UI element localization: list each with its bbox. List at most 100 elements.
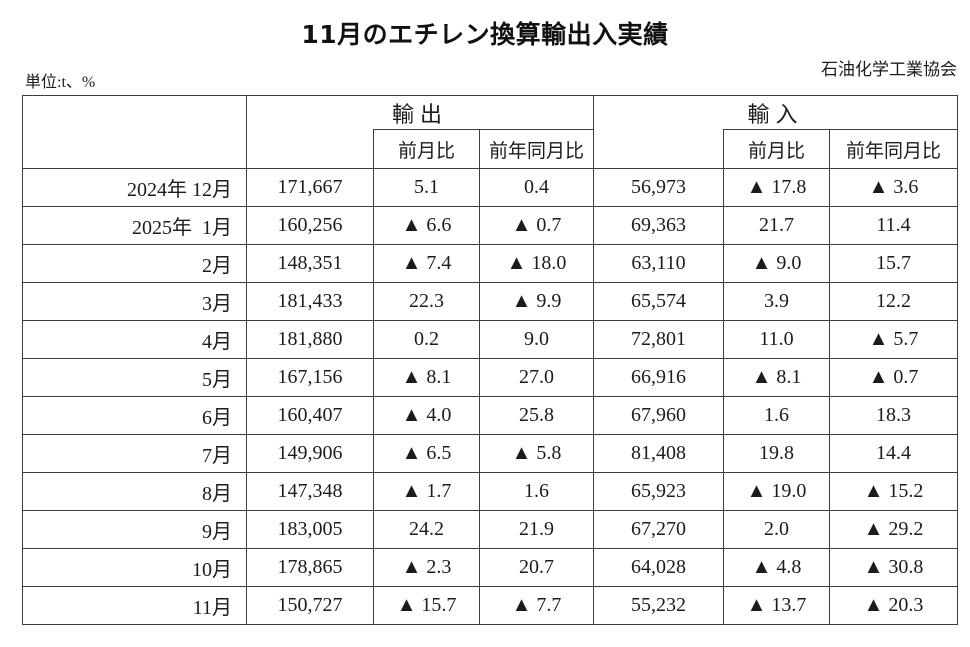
export-mom: 5.1 <box>373 168 480 207</box>
table-row: 4月 181,880 0.2 9.0 72,801 11.0 ▲ 5.7 <box>22 320 958 359</box>
export-mom: ▲ 8.1 <box>373 358 480 397</box>
import-yoy-header: 前年同月比 <box>829 129 958 169</box>
export-mom: 24.2 <box>373 510 480 549</box>
export-mom: ▲ 6.6 <box>373 206 480 245</box>
month-label: 2月 <box>22 244 247 283</box>
export-value: 167,156 <box>246 358 374 397</box>
month-label: 2025年 1月 <box>22 206 247 245</box>
export-value: 149,906 <box>246 434 374 473</box>
table-row: 7月 149,906 ▲ 6.5 ▲ 5.8 81,408 19.8 14.4 <box>22 434 958 473</box>
import-mom: ▲ 13.7 <box>723 586 830 625</box>
month-label: 6月 <box>22 396 247 435</box>
export-value: 181,880 <box>246 320 374 359</box>
import-yoy: 14.4 <box>829 434 958 473</box>
export-mom: ▲ 7.4 <box>373 244 480 283</box>
table-row: 3月 181,433 22.3 ▲ 9.9 65,574 3.9 12.2 <box>22 282 958 321</box>
import-mom: 1.6 <box>723 396 830 435</box>
month-label: 7月 <box>22 434 247 473</box>
import-value: 67,270 <box>593 510 724 549</box>
import-value: 63,110 <box>593 244 724 283</box>
table-row: 9月 183,005 24.2 21.9 67,270 2.0 ▲ 29.2 <box>22 510 958 549</box>
import-mom: 11.0 <box>723 320 830 359</box>
import-value: 66,916 <box>593 358 724 397</box>
import-mom: ▲ 19.0 <box>723 472 830 511</box>
export-yoy: 9.0 <box>479 320 594 359</box>
page-title: 11月のエチレン換算輸出入実績 <box>301 20 669 49</box>
import-mom: ▲ 8.1 <box>723 358 830 397</box>
table-row: 8月 147,348 ▲ 1.7 1.6 65,923 ▲ 19.0 ▲ 15.… <box>22 472 958 511</box>
export-yoy: 25.8 <box>479 396 594 435</box>
import-mom: 21.7 <box>723 206 830 245</box>
export-mom: ▲ 6.5 <box>373 434 480 473</box>
table-row: 2月 148,351 ▲ 7.4 ▲ 18.0 63,110 ▲ 9.0 15.… <box>22 244 958 283</box>
export-yoy: ▲ 18.0 <box>479 244 594 283</box>
export-value: 160,407 <box>246 396 374 435</box>
import-value: 55,232 <box>593 586 724 625</box>
month-label: 9月 <box>22 510 247 549</box>
import-value: 56,973 <box>593 168 724 207</box>
import-mom: 19.8 <box>723 434 830 473</box>
export-value: 171,667 <box>246 168 374 207</box>
month-label: 11月 <box>22 586 247 625</box>
import-value: 65,574 <box>593 282 724 321</box>
table-group-header-row: 輸出 輸入 <box>22 95 958 169</box>
export-yoy: ▲ 0.7 <box>479 206 594 245</box>
import-value-subheader-spacer <box>593 129 724 169</box>
export-value: 183,005 <box>246 510 374 549</box>
month-label: 8月 <box>22 472 247 511</box>
month-label: 5月 <box>22 358 247 397</box>
import-value: 81,408 <box>593 434 724 473</box>
import-value: 72,801 <box>593 320 724 359</box>
import-mom: ▲ 9.0 <box>723 244 830 283</box>
table-row: 2025年 1月 160,256 ▲ 6.6 ▲ 0.7 69,363 21.7… <box>22 206 958 245</box>
export-mom: 0.2 <box>373 320 480 359</box>
export-value: 181,433 <box>246 282 374 321</box>
import-value: 65,923 <box>593 472 724 511</box>
import-value: 64,028 <box>593 548 724 587</box>
import-export-table: 輸出 輸入 前月比 前年同月比 前月比 前年同月比 2024年 12月 171,… <box>22 95 958 625</box>
export-mom: ▲ 2.3 <box>373 548 480 587</box>
table-sub-header-row: 前月比 前年同月比 前月比 前年同月比 <box>23 129 958 169</box>
export-yoy: 20.7 <box>479 548 594 587</box>
import-group-header: 輸入 <box>593 95 958 130</box>
import-yoy: 11.4 <box>829 206 958 245</box>
import-mom-header: 前月比 <box>723 129 830 169</box>
table-row: 11月 150,727 ▲ 15.7 ▲ 7.7 55,232 ▲ 13.7 ▲… <box>22 586 958 625</box>
export-mom: ▲ 4.0 <box>373 396 480 435</box>
month-label: 4月 <box>22 320 247 359</box>
import-yoy: ▲ 30.8 <box>829 548 958 587</box>
import-mom: 2.0 <box>723 510 830 549</box>
export-value: 150,727 <box>246 586 374 625</box>
import-yoy: 18.3 <box>829 396 958 435</box>
import-value: 69,363 <box>593 206 724 245</box>
export-mom-header: 前月比 <box>373 129 480 169</box>
export-yoy: ▲ 5.8 <box>479 434 594 473</box>
unit-note: 単位:t、% <box>25 74 96 91</box>
import-mom: ▲ 17.8 <box>723 168 830 207</box>
export-group-header: 輸出 <box>246 95 594 130</box>
import-yoy: ▲ 3.6 <box>829 168 958 207</box>
export-value: 178,865 <box>246 548 374 587</box>
export-yoy: ▲ 7.7 <box>479 586 594 625</box>
import-yoy: ▲ 5.7 <box>829 320 958 359</box>
export-value-subheader-spacer <box>246 129 374 169</box>
month-label: 10月 <box>22 548 247 587</box>
import-yoy: 12.2 <box>829 282 958 321</box>
export-mom: 22.3 <box>373 282 480 321</box>
import-value: 67,960 <box>593 396 724 435</box>
export-value: 148,351 <box>246 244 374 283</box>
export-yoy: 0.4 <box>479 168 594 207</box>
table-row: 2024年 12月 171,667 5.1 0.4 56,973 ▲ 17.8 … <box>22 168 958 207</box>
import-mom: ▲ 4.8 <box>723 548 830 587</box>
table-row: 6月 160,407 ▲ 4.0 25.8 67,960 1.6 18.3 <box>22 396 958 435</box>
import-yoy: ▲ 15.2 <box>829 472 958 511</box>
table-row: 10月 178,865 ▲ 2.3 20.7 64,028 ▲ 4.8 ▲ 30… <box>22 548 958 587</box>
export-yoy: 1.6 <box>479 472 594 511</box>
export-value: 160,256 <box>246 206 374 245</box>
export-value: 147,348 <box>246 472 374 511</box>
month-column-header <box>22 95 247 169</box>
export-yoy-header: 前年同月比 <box>479 129 594 169</box>
import-yoy: ▲ 20.3 <box>829 586 958 625</box>
export-yoy: 27.0 <box>479 358 594 397</box>
